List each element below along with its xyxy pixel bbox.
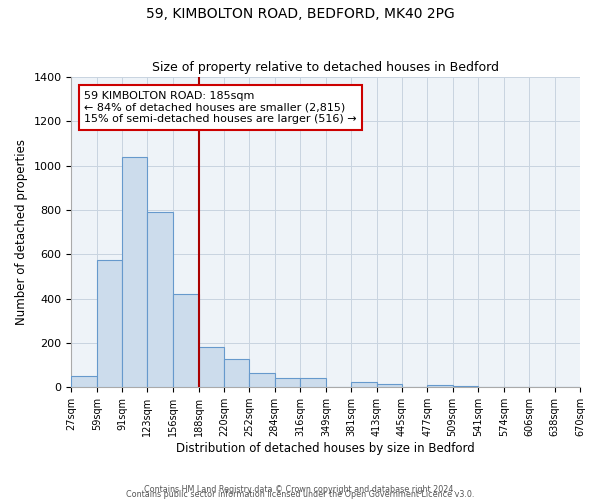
Text: 59, KIMBOLTON ROAD, BEDFORD, MK40 2PG: 59, KIMBOLTON ROAD, BEDFORD, MK40 2PG — [146, 8, 454, 22]
Bar — [148, 212, 173, 387]
Bar — [173, 294, 199, 387]
Bar — [122, 157, 148, 387]
Bar — [352, 382, 377, 387]
Bar — [71, 376, 97, 387]
Bar — [275, 378, 300, 387]
Bar — [199, 347, 224, 387]
Bar — [300, 378, 326, 387]
Text: Contains HM Land Registry data © Crown copyright and database right 2024.: Contains HM Land Registry data © Crown c… — [144, 484, 456, 494]
X-axis label: Distribution of detached houses by size in Bedford: Distribution of detached houses by size … — [176, 442, 475, 455]
Bar — [250, 374, 275, 387]
Text: Contains public sector information licensed under the Open Government Licence v3: Contains public sector information licen… — [126, 490, 474, 499]
Text: 59 KIMBOLTON ROAD: 185sqm
← 84% of detached houses are smaller (2,815)
15% of se: 59 KIMBOLTON ROAD: 185sqm ← 84% of detac… — [84, 91, 357, 124]
Bar — [224, 359, 250, 387]
Bar — [377, 384, 402, 387]
Title: Size of property relative to detached houses in Bedford: Size of property relative to detached ho… — [152, 62, 499, 74]
Bar — [427, 384, 452, 387]
Y-axis label: Number of detached properties: Number of detached properties — [15, 139, 28, 325]
Bar — [97, 260, 122, 387]
Bar — [452, 386, 478, 387]
